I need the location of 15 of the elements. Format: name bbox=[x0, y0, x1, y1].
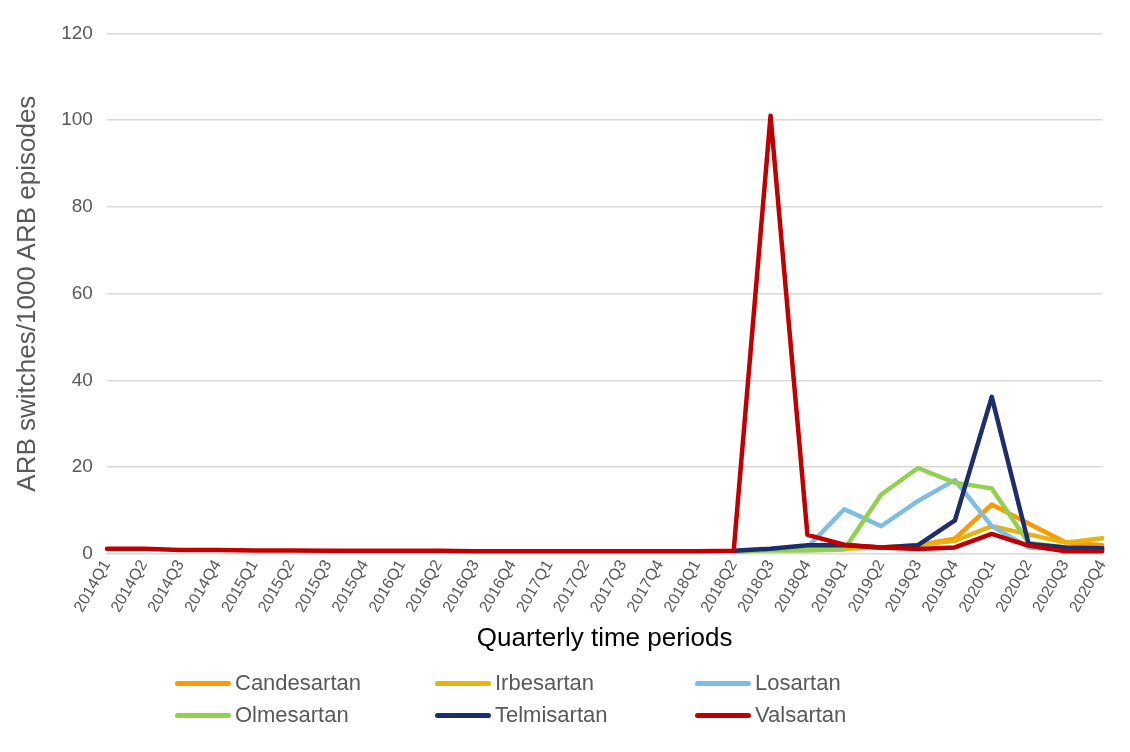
x-axis-title: Quarterly time periods bbox=[476, 621, 733, 652]
legend-label: Candesartan bbox=[235, 670, 361, 696]
legend-label: Valsartan bbox=[755, 702, 847, 728]
legend-label: Olmesartan bbox=[235, 702, 349, 728]
y-tick-label: 80 bbox=[71, 195, 93, 217]
y-tick-label: 60 bbox=[71, 281, 93, 303]
legend-label: Losartan bbox=[755, 670, 841, 696]
y-tick-label: 100 bbox=[61, 108, 93, 130]
legend-label: Irbesartan bbox=[495, 670, 595, 696]
legend-label: Telmisartan bbox=[495, 702, 608, 728]
y-tick-label: 0 bbox=[82, 542, 93, 564]
y-axis-title: ARB switches/1000 ARB episodes bbox=[10, 95, 41, 492]
y-tick-label: 40 bbox=[71, 368, 93, 390]
y-tick-label: 20 bbox=[71, 455, 93, 477]
y-tick-label: 120 bbox=[61, 21, 93, 43]
